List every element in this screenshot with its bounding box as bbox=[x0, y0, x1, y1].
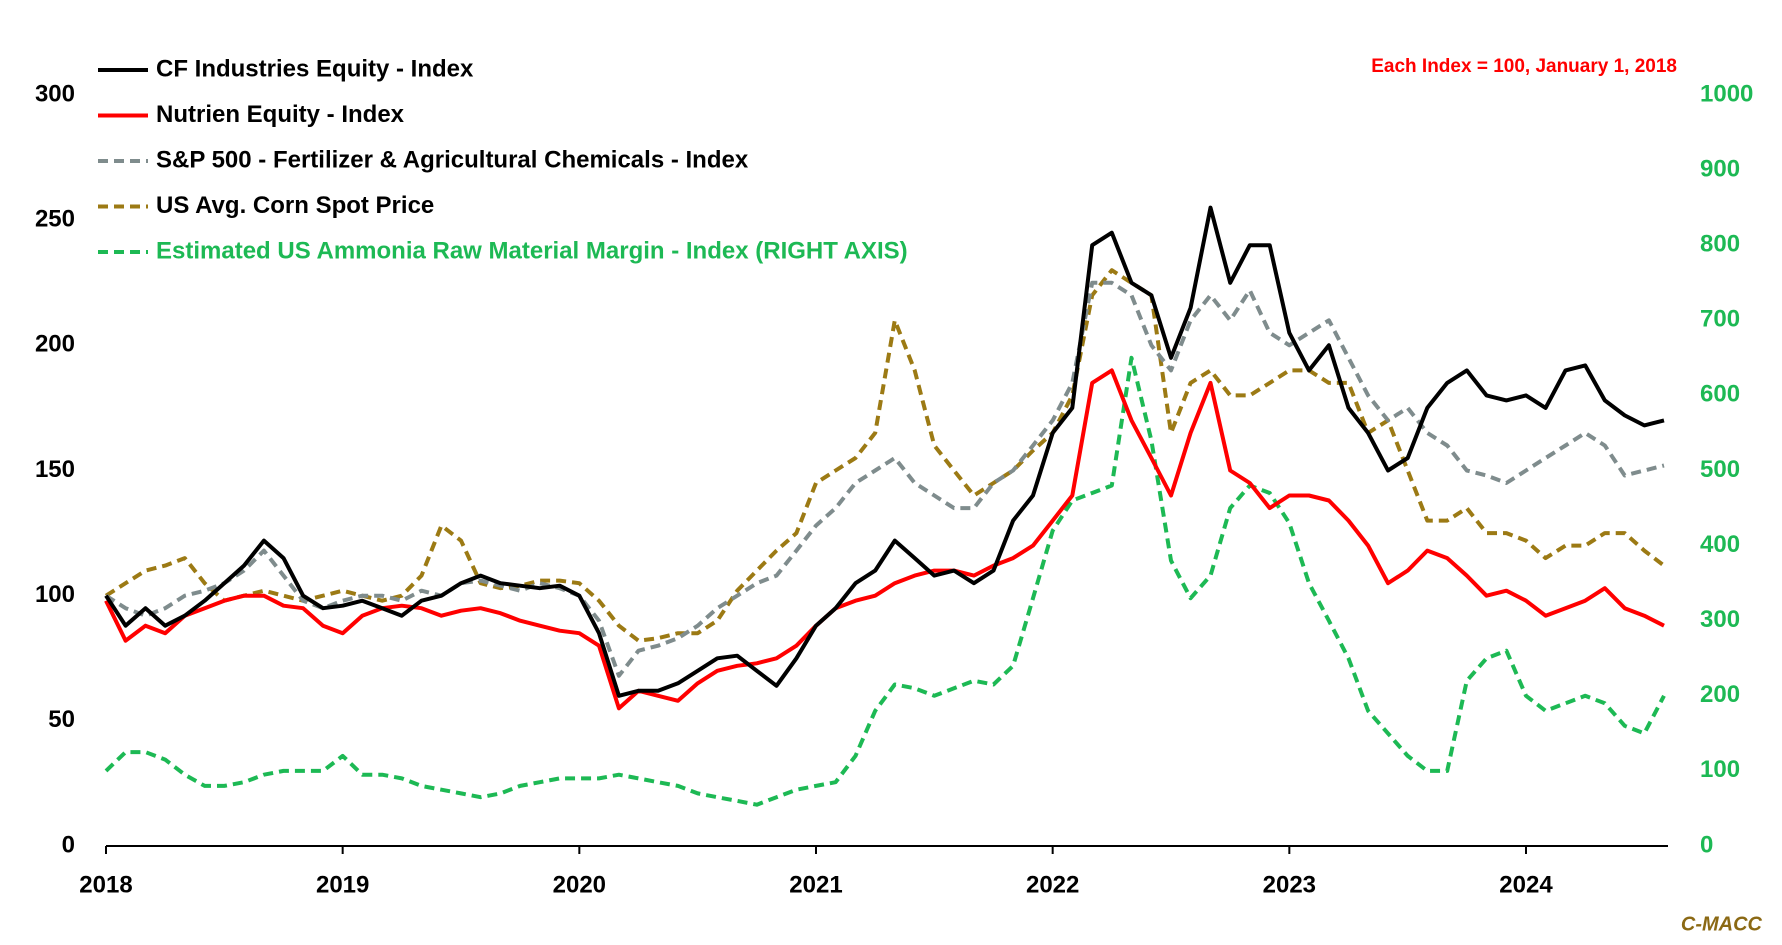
y2-tick-label: 1000 bbox=[1700, 80, 1753, 107]
y2-tick-label: 600 bbox=[1700, 381, 1740, 408]
source: C-MACC bbox=[1681, 913, 1763, 935]
x-tick-label: 2018 bbox=[79, 871, 132, 898]
series-line bbox=[104, 368, 1665, 711]
y2-tick-label: 500 bbox=[1700, 456, 1740, 483]
legend-label: US Avg. Corn Spot Price bbox=[156, 192, 434, 219]
x-tick-label: 2021 bbox=[789, 871, 842, 898]
y-tick-label: 250 bbox=[35, 206, 75, 233]
y2-tick-label: 800 bbox=[1700, 231, 1740, 258]
x-tick-label: 2022 bbox=[1026, 871, 1079, 898]
x-tick-label: 2024 bbox=[1499, 871, 1553, 898]
y-tick-label: 50 bbox=[48, 706, 75, 733]
legend-label: Nutrien Equity - Index bbox=[156, 101, 405, 128]
x-tick-label: 2023 bbox=[1263, 871, 1316, 898]
y-tick-label: 150 bbox=[35, 456, 75, 483]
series-line bbox=[104, 280, 1665, 678]
y-tick-label: 100 bbox=[35, 581, 75, 608]
series-line bbox=[104, 355, 1666, 807]
y2-tick-label: 200 bbox=[1700, 681, 1740, 708]
y2-tick-label: 300 bbox=[1700, 606, 1740, 633]
y-tick-label: 200 bbox=[35, 331, 75, 358]
y2-tick-label: 400 bbox=[1700, 531, 1740, 558]
y-tick-label: 0 bbox=[62, 831, 75, 858]
y-tick-label: 300 bbox=[35, 80, 75, 107]
y2-tick-label: 0 bbox=[1700, 831, 1713, 858]
annotation: Each Index = 100, January 1, 2018 bbox=[1371, 56, 1677, 77]
legend-label: CF Industries Equity - Index bbox=[156, 55, 474, 82]
y2-tick-label: 700 bbox=[1700, 306, 1740, 333]
legend-label: Estimated US Ammonia Raw Material Margin… bbox=[156, 237, 908, 264]
x-tick-label: 2019 bbox=[316, 871, 369, 898]
x-tick-label: 2020 bbox=[553, 871, 606, 898]
y2-tick-label: 100 bbox=[1700, 756, 1740, 783]
y2-tick-label: 900 bbox=[1700, 155, 1740, 182]
legend-label: S&P 500 - Fertilizer & Agricultural Chem… bbox=[156, 146, 749, 173]
series-line bbox=[104, 205, 1665, 698]
series-line bbox=[104, 268, 1666, 643]
